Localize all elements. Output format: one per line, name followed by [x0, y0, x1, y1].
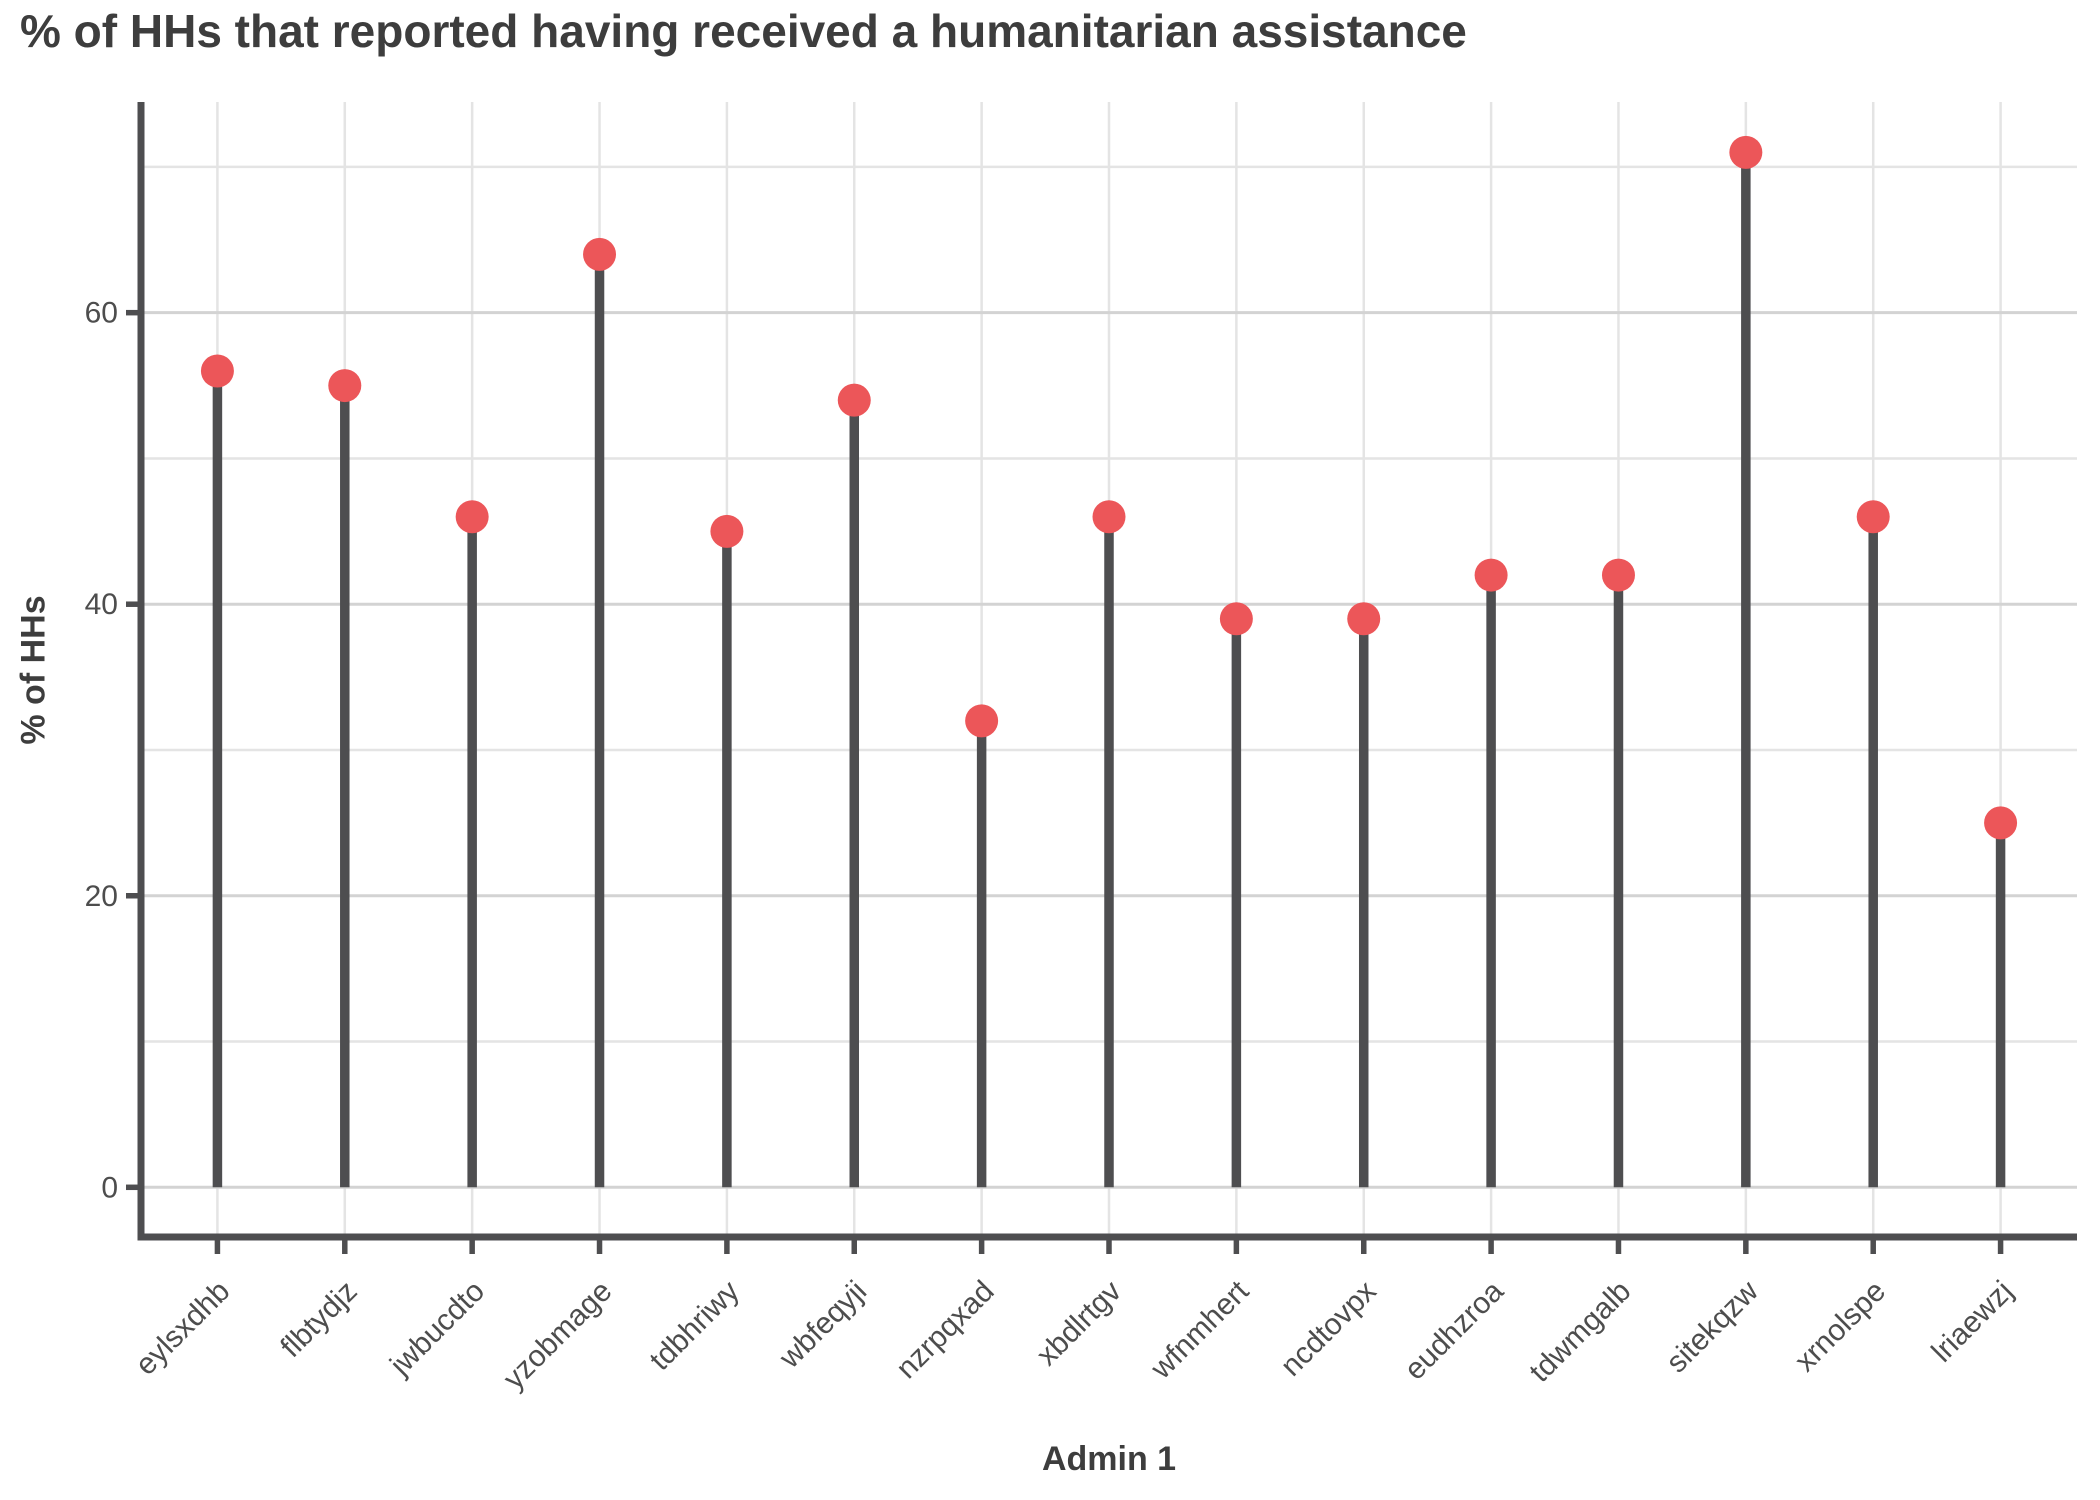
x-tick-label: xbdlrtgv — [1030, 1275, 1128, 1373]
x-tick-label: tdbhriwy — [644, 1275, 746, 1377]
x-tick-label: nzrpqxad — [890, 1275, 1001, 1386]
lollipop-dot — [455, 500, 489, 534]
x-tick-label: jwbucdto — [383, 1275, 491, 1383]
x-tick-label: wfnmhert — [1144, 1274, 1256, 1386]
lollipop-dot — [1729, 135, 1763, 169]
lollipop-dot — [837, 383, 871, 417]
lollipop-dot — [583, 237, 617, 271]
x-tick-label: eylsxdhb — [129, 1275, 236, 1382]
lollipop-dot — [328, 369, 362, 403]
lollipop-dot — [965, 704, 999, 738]
x-tick-label: eudhzroa — [1398, 1274, 1510, 1386]
y-tick-label: 40 — [85, 588, 118, 621]
x-tick-label: xrnolspe — [1789, 1275, 1893, 1379]
x-axis-title: Admin 1 — [1041, 1440, 1177, 1478]
x-tick-label: tdwmgalb — [1523, 1275, 1637, 1389]
y-tick-label: 0 — [101, 1171, 118, 1204]
chart-title: % of HHs that reported having received a… — [20, 5, 1467, 57]
y-tick-label: 60 — [85, 297, 118, 330]
y-tick-label: 20 — [85, 880, 118, 913]
lollipop-dot — [1984, 806, 2018, 840]
lollipop-dot — [1601, 558, 1635, 592]
x-tick-label: lriaewzj — [1925, 1275, 2019, 1369]
x-tick-label: wbfeqyji — [773, 1275, 874, 1376]
x-tick-label: flbtydjz — [274, 1275, 363, 1364]
lollipop-dot — [1347, 602, 1381, 636]
lollipop-dot — [710, 514, 744, 548]
x-tick-label: sitekqzw — [1660, 1274, 1765, 1379]
lollipop-dot — [200, 354, 234, 388]
x-tick-label: yzobmage — [497, 1275, 618, 1396]
lollipop-dot — [1219, 602, 1253, 636]
x-tick-label: ncdtovpx — [1274, 1275, 1382, 1383]
lollipop-dot — [1474, 558, 1508, 592]
lollipop-dot — [1092, 500, 1126, 534]
lollipop-dot — [1856, 500, 1890, 534]
